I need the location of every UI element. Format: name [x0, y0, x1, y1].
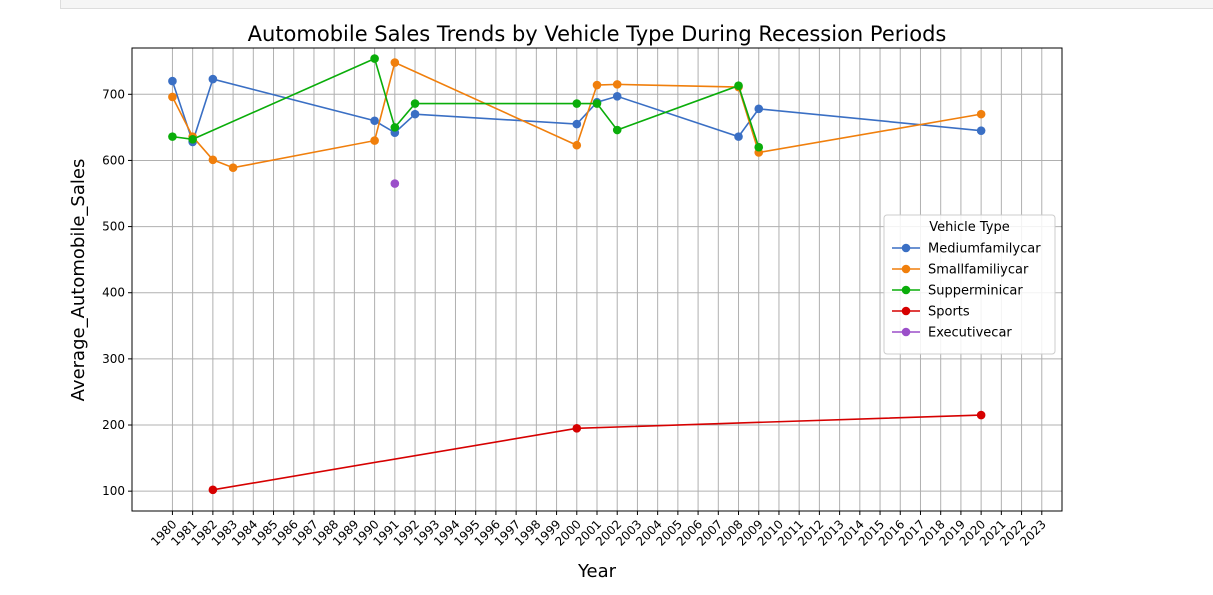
data-point — [188, 134, 197, 144]
data-point — [976, 410, 986, 420]
series-executivecar — [390, 179, 400, 188]
data-point — [208, 155, 218, 165]
y-tick-label: 100 — [102, 484, 125, 498]
data-point — [612, 91, 622, 101]
data-point — [390, 179, 400, 188]
series-line — [172, 57, 760, 148]
x-axis: 1980198119821983198419851986198719881989… — [148, 511, 1049, 549]
data-point — [228, 163, 238, 173]
data-point — [612, 80, 622, 89]
data-point — [976, 109, 986, 119]
legend-box — [883, 214, 1056, 355]
y-tick-label: 500 — [102, 220, 125, 234]
data-point — [572, 119, 582, 129]
legend-item: Smallfamiliycar — [892, 263, 1029, 278]
data-point — [168, 132, 177, 141]
legend-label: Executivecar — [928, 326, 1012, 341]
y-tick-label: 200 — [102, 418, 125, 432]
data-point — [572, 99, 582, 108]
legend-marker — [901, 264, 911, 274]
legend-label: Smallfamiliycar — [928, 263, 1029, 278]
data-point — [572, 140, 582, 150]
data-point — [370, 54, 379, 63]
y-tick-label: 300 — [102, 352, 125, 366]
data-point — [734, 81, 743, 91]
legend-label: Supperminicar — [928, 284, 1023, 299]
data-point — [592, 99, 602, 108]
legend-item: Mediumfamilycar — [892, 242, 1041, 257]
data-point — [208, 485, 218, 495]
data-point — [208, 74, 218, 84]
data-point — [410, 99, 420, 108]
legend-item: Sports — [892, 305, 970, 320]
data-point — [592, 80, 602, 90]
y-tick-label: 600 — [102, 153, 125, 167]
data-point — [612, 125, 622, 135]
series-supperminicar — [168, 54, 764, 152]
data-point — [734, 132, 743, 141]
data-point — [572, 424, 582, 433]
data-point — [410, 109, 420, 119]
data-point — [168, 92, 177, 102]
legend-marker — [901, 243, 911, 253]
data-point — [976, 126, 986, 135]
legend-marker — [901, 285, 911, 295]
series-sports — [208, 410, 986, 495]
grid — [132, 48, 1062, 511]
legend: Vehicle Type Mediumfamilycar Smallfamiliyc… — [883, 214, 1056, 355]
y-axis-title: Average_Automobile_Sales — [68, 159, 89, 402]
data-point — [390, 123, 400, 132]
legend-item: Supperminicar — [892, 284, 1023, 299]
chart-title: Automobile Sales Trends by Vehicle Type … — [248, 22, 947, 46]
y-tick-label: 700 — [102, 87, 125, 101]
legend-marker — [901, 327, 911, 337]
y-tick-label: 400 — [102, 286, 125, 300]
legend-title: Vehicle Type — [929, 220, 1009, 235]
series-layer — [168, 54, 986, 495]
y-axis: 100 200 300 400 500 600 700 — [102, 87, 132, 498]
legend-marker — [901, 306, 911, 316]
data-point — [370, 116, 379, 126]
legend-label: Mediumfamilycar — [928, 242, 1041, 257]
data-point — [754, 104, 764, 114]
data-point — [390, 58, 400, 67]
legend-label: Sports — [928, 305, 970, 320]
notebook-output-border — [60, 0, 1213, 9]
x-axis-title: Year — [577, 561, 617, 582]
legend-item: Executivecar — [892, 326, 1012, 341]
data-point — [168, 76, 177, 86]
series-mediumfamilycar — [168, 74, 986, 147]
data-point — [754, 142, 764, 152]
series-line — [171, 78, 982, 145]
data-point — [370, 136, 379, 145]
